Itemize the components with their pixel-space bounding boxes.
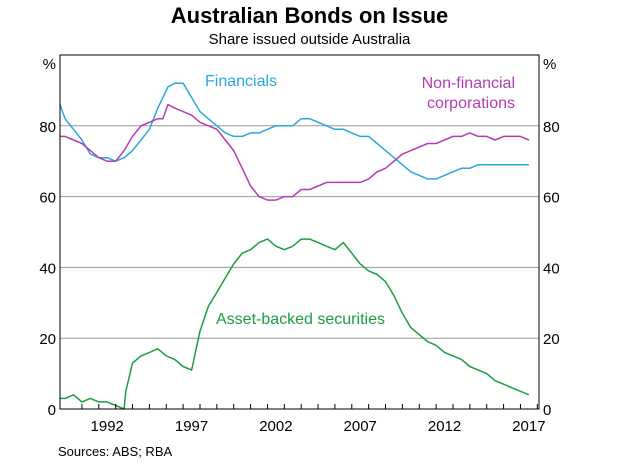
x-tick-label-2012: 2012	[428, 418, 461, 435]
plot-frame	[59, 54, 540, 410]
y-tick-label-right-20: 20	[543, 331, 560, 348]
series-lines	[59, 82, 530, 410]
y-tick-label-right-60: 60	[543, 190, 560, 207]
y-tick-label-right-40: 40	[543, 260, 560, 277]
source-note: Sources: ABS; RBA	[58, 444, 173, 459]
plot-border	[59, 54, 540, 410]
x-tick-label-2017: 2017	[512, 418, 545, 435]
x-tick-label-2002: 2002	[259, 418, 292, 435]
series-label-non-financial-corporations: Non-financial corporations	[422, 75, 515, 112]
series-labels: Financials Non-financial corporations Asset…	[205, 73, 515, 328]
y-tick-label-right-80: 80	[543, 119, 560, 136]
series-line-financials	[59, 82, 529, 180]
series-label-asset-backed-securities: Asset-backed securities	[216, 311, 385, 328]
axis-ticks	[81, 404, 538, 409]
y-tick-label-left-40: 40	[39, 260, 56, 277]
y-tick-label-left-60: 60	[39, 190, 56, 207]
y-tick-label-left-20: 20	[39, 331, 56, 348]
chart-title: Australian Bonds on Issue	[170, 3, 449, 28]
x-tick-label-1997: 1997	[175, 418, 208, 435]
chart-subtitle: Share issued outside Australia	[208, 31, 411, 48]
y-tick-label-right-0: 0	[543, 402, 551, 419]
x-tick-label-1992: 1992	[91, 418, 124, 435]
y-unit-label-right: %	[543, 56, 556, 73]
series-line-non-financial-corporations	[60, 103, 530, 201]
y-tick-label-left-0: 0	[48, 402, 56, 419]
x-tick-label-2007: 2007	[344, 418, 377, 435]
series-line-asset-backed-securities	[60, 238, 530, 410]
grid-lines	[60, 125, 539, 339]
series-label-financials: Financials	[205, 73, 277, 90]
y-tick-label-left-80: 80	[39, 119, 56, 136]
y-unit-label-left: %	[43, 56, 56, 73]
